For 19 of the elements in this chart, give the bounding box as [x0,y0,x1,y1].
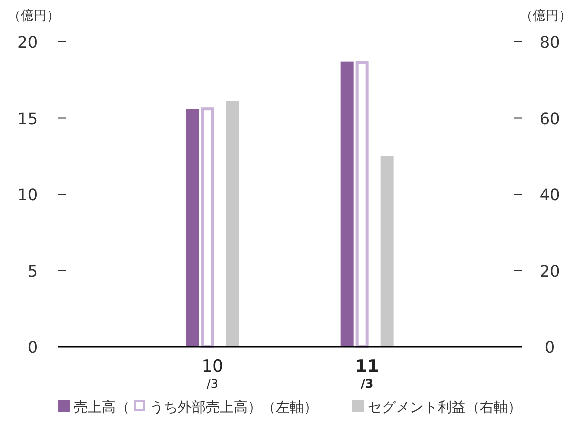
bar [356,61,369,348]
legend-label: うち外部売上高）（左軸） [150,400,318,416]
y2-tick-label: 80 [540,33,560,52]
y2-tick-label: 20 [540,262,560,281]
y-axis-title: （億円） [8,9,60,24]
y2-axis-title: （億円） [520,9,572,24]
y2-tick-label: 0 [544,338,556,357]
bar [340,62,354,347]
y-tick-label: 15 [18,109,38,128]
y2-tick-label: 60 [540,109,560,128]
y-tick-label: 10 [18,186,38,204]
legend-label: 売上高（ [74,400,130,416]
bar [201,108,214,348]
bar [186,109,200,347]
y-tick-label: 0 [28,338,38,357]
y-tick-label: 20 [18,33,38,52]
legend-label: セグメント利益（右軸） [368,400,522,416]
y2-tick-label: 40 [540,186,560,204]
y-tick-label: 5 [28,262,38,281]
